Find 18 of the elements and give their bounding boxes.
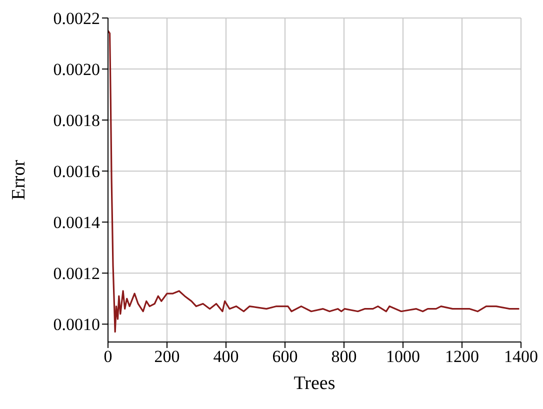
y-tick-label: 0.0020	[53, 60, 100, 80]
y-tick-label: 0.0012	[53, 264, 100, 284]
x-tick-label: 1200	[445, 347, 479, 366]
x-tick-label: 0	[104, 347, 112, 366]
x-tick-label: 800	[331, 347, 357, 366]
x-tick-label: 200	[154, 347, 180, 366]
line-series	[108, 30, 520, 333]
y-axis-title: Error	[8, 159, 30, 200]
x-tick-label: 1400	[504, 347, 538, 366]
y-tick-label: 0.0018	[53, 111, 100, 130]
x-tick-label: 1000	[386, 347, 420, 366]
y-tick-label: 0.0016	[53, 162, 100, 182]
x-tick-label: 600	[272, 347, 298, 366]
y-tick-label: 0.0014	[53, 213, 100, 232]
x-axis-title: Trees	[294, 373, 336, 394]
y-tick-label: 0.0010	[53, 315, 100, 334]
y-tick-label: 0.0022	[53, 9, 100, 28]
x-tick-label: 400	[213, 347, 239, 366]
